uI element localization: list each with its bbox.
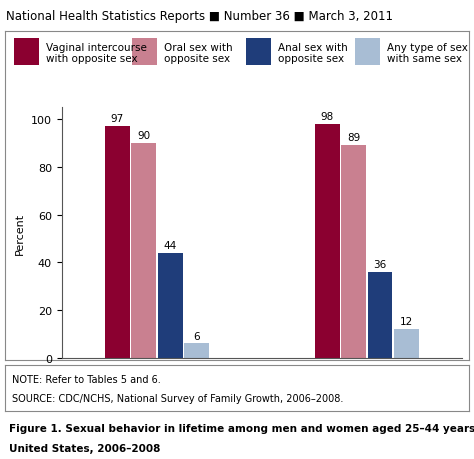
Text: NOTE: Refer to Tables 5 and 6.: NOTE: Refer to Tables 5 and 6. — [12, 375, 161, 385]
Text: 90: 90 — [137, 131, 150, 141]
FancyBboxPatch shape — [132, 39, 157, 66]
Text: 44: 44 — [164, 241, 177, 250]
FancyBboxPatch shape — [356, 39, 380, 66]
Bar — [341, 146, 366, 358]
Text: Anal sex with
opposite sex: Anal sex with opposite sex — [278, 43, 348, 64]
Text: 6: 6 — [193, 331, 200, 341]
Text: SOURCE: CDC/NCHS, National Survey of Family Growth, 2006–2008.: SOURCE: CDC/NCHS, National Survey of Fam… — [12, 393, 343, 403]
Text: Figure 1. Sexual behavior in lifetime among men and women aged 25–44 years:: Figure 1. Sexual behavior in lifetime am… — [9, 423, 474, 433]
Bar — [184, 344, 209, 358]
FancyBboxPatch shape — [14, 39, 39, 66]
Bar — [315, 124, 340, 358]
Text: Oral sex with
opposite sex: Oral sex with opposite sex — [164, 43, 233, 64]
Text: United States, 2006–2008: United States, 2006–2008 — [9, 443, 161, 453]
Bar — [131, 144, 156, 358]
FancyBboxPatch shape — [246, 39, 271, 66]
Text: Vaginal intercourse
with opposite sex: Vaginal intercourse with opposite sex — [46, 43, 147, 64]
Bar — [394, 330, 419, 358]
Text: National Health Statistics Reports ■ Number 36 ■ March 3, 2011: National Health Statistics Reports ■ Num… — [6, 10, 392, 23]
Text: 89: 89 — [347, 133, 360, 143]
Bar — [105, 127, 130, 358]
Text: 97: 97 — [111, 114, 124, 124]
Text: 98: 98 — [320, 112, 334, 122]
Text: 12: 12 — [400, 317, 413, 326]
Bar — [158, 253, 182, 358]
Y-axis label: Percent: Percent — [15, 212, 25, 254]
Text: 36: 36 — [374, 259, 387, 269]
Text: Any type of sex
with same sex: Any type of sex with same sex — [387, 43, 468, 64]
Bar — [367, 272, 392, 358]
